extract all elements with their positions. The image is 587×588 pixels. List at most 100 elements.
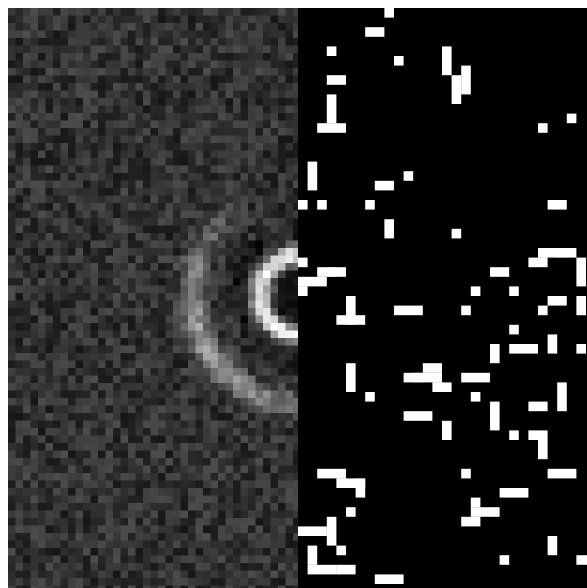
pixel	[188, 451, 196, 459]
pixel	[83, 226, 91, 234]
pixel	[46, 8, 54, 16]
pixel	[68, 556, 76, 564]
pixel	[151, 128, 159, 136]
pixel	[286, 353, 294, 361]
pixel	[8, 526, 16, 534]
pixel	[76, 271, 84, 279]
pixel	[181, 541, 189, 549]
pixel	[218, 233, 226, 241]
pixel	[158, 256, 166, 264]
pixel	[61, 301, 69, 309]
pixel	[256, 421, 264, 429]
pixel	[196, 518, 204, 526]
pixel	[256, 151, 264, 159]
pixel	[278, 316, 286, 324]
pixel	[98, 143, 106, 151]
pixel	[121, 46, 129, 54]
pixel	[98, 106, 106, 114]
pixel	[83, 293, 91, 301]
white-pixel	[471, 507, 500, 517]
pixel	[226, 533, 234, 541]
pixel	[68, 383, 76, 391]
pixel	[173, 301, 181, 309]
pixel	[128, 548, 136, 556]
pixel	[128, 16, 136, 24]
pixel	[263, 331, 271, 339]
pixel	[8, 136, 16, 144]
pixel	[8, 436, 16, 444]
pixel	[16, 338, 24, 346]
pixel	[271, 443, 279, 451]
pixel	[188, 68, 196, 76]
pixel	[173, 376, 181, 384]
pixel	[226, 203, 234, 211]
pixel	[196, 548, 204, 556]
pixel	[188, 361, 196, 369]
pixel	[151, 53, 159, 61]
pixel	[278, 188, 286, 196]
pixel	[248, 338, 256, 346]
pixel	[173, 68, 181, 76]
pixel	[278, 511, 286, 519]
pixel	[68, 511, 76, 519]
pixel	[98, 121, 106, 129]
pixel	[218, 53, 226, 61]
pixel	[233, 151, 241, 159]
pixel	[218, 98, 226, 106]
pixel	[98, 413, 106, 421]
pixel	[278, 106, 286, 114]
white-pixel	[461, 469, 471, 479]
pixel	[38, 496, 46, 504]
pixel	[286, 323, 294, 331]
pixel	[46, 16, 54, 24]
pixel	[248, 158, 256, 166]
pixel	[121, 368, 129, 376]
pixel	[46, 383, 54, 391]
pixel	[203, 556, 211, 564]
pixel	[218, 571, 226, 579]
pixel	[248, 346, 256, 354]
pixel	[166, 398, 174, 406]
pixel	[181, 391, 189, 399]
pixel	[271, 473, 279, 481]
pixel	[158, 458, 166, 466]
pixel	[23, 188, 31, 196]
pixel	[181, 436, 189, 444]
pixel	[241, 368, 249, 376]
pixel	[218, 301, 226, 309]
pixel	[98, 511, 106, 519]
pixel	[53, 533, 61, 541]
white-pixel	[528, 430, 547, 440]
pixel	[241, 241, 249, 249]
pixel	[91, 331, 99, 339]
pixel	[188, 166, 196, 174]
pixel	[248, 503, 256, 511]
pixel	[248, 61, 256, 69]
pixel	[83, 181, 91, 189]
pixel	[196, 443, 204, 451]
pixel	[53, 578, 61, 586]
pixel	[196, 413, 204, 421]
pixel	[151, 68, 159, 76]
pixel	[248, 31, 256, 39]
pixel	[91, 563, 99, 571]
white-pixel	[336, 315, 365, 325]
pixel	[53, 83, 61, 91]
pixel	[248, 578, 256, 586]
pixel	[106, 8, 114, 16]
pixel	[98, 496, 106, 504]
white-pixel	[490, 344, 500, 363]
pixel	[271, 121, 279, 129]
pixel	[256, 91, 264, 99]
pixel	[188, 391, 196, 399]
pixel	[31, 31, 39, 39]
pixel	[263, 466, 271, 474]
pixel	[233, 256, 241, 264]
pixel	[173, 473, 181, 481]
pixel	[263, 533, 271, 541]
pixel	[226, 353, 234, 361]
pixel	[31, 301, 39, 309]
pixel	[173, 496, 181, 504]
pixel	[188, 488, 196, 496]
pixel	[166, 511, 174, 519]
